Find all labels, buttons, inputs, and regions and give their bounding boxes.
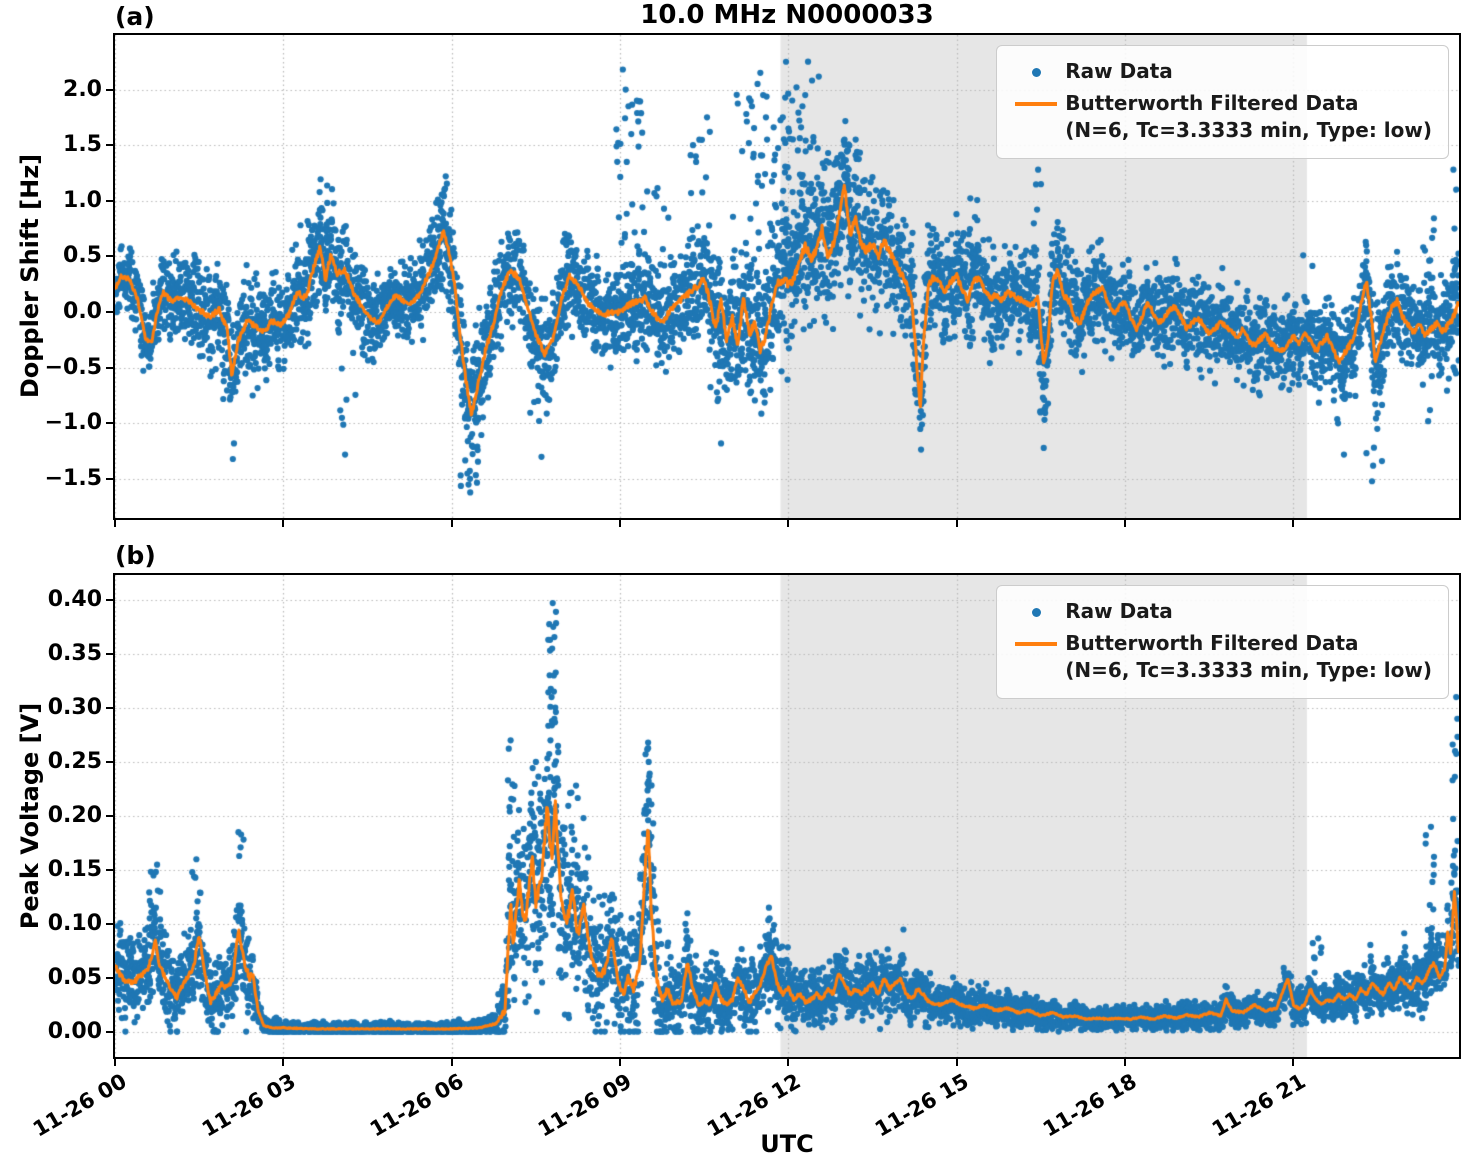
x-tick-mark xyxy=(955,1059,958,1066)
y-tick-mark xyxy=(106,598,113,601)
y-tick-label: 1.5 xyxy=(63,132,102,158)
legend-filtered-line1: Butterworth Filtered Data xyxy=(1065,631,1359,655)
raw-data-dot-icon xyxy=(1007,598,1065,626)
raw-data-dot-icon xyxy=(1007,58,1065,86)
y-tick-mark xyxy=(106,366,113,369)
y-tick-label: 0.40 xyxy=(47,586,102,612)
y-tick-label: 0.25 xyxy=(47,748,102,774)
legend-entry-filtered: Butterworth Filtered Data (N=6, Tc=3.333… xyxy=(1007,90,1432,144)
y-tick-mark xyxy=(106,478,113,481)
legend-filtered-line2: (N=6, Tc=3.3333 min, Type: low) xyxy=(1065,658,1432,682)
x-tick-mark xyxy=(1124,520,1127,527)
y-tick-mark xyxy=(106,144,113,147)
legend-entry-raw: Raw Data xyxy=(1007,58,1432,86)
x-tick-mark xyxy=(619,1059,622,1066)
panel-a-letter: (a) xyxy=(115,2,155,31)
x-tick-mark xyxy=(450,1059,453,1066)
y-tick-mark xyxy=(106,815,113,817)
legend-raw-label: Raw Data xyxy=(1065,599,1173,623)
x-tick-mark xyxy=(787,1059,790,1066)
x-axis-label: UTC xyxy=(760,1130,814,1158)
y-tick-label: 0.00 xyxy=(47,1019,102,1045)
legend-panel-a: Raw Data Butterworth Filtered Data (N=6,… xyxy=(996,45,1449,159)
x-tick-mark xyxy=(282,520,285,527)
y-tick-mark xyxy=(106,760,113,763)
y-tick-label: −0.5 xyxy=(44,354,102,380)
legend-filtered-label: Butterworth Filtered Data (N=6, Tc=3.333… xyxy=(1065,630,1432,684)
x-tick-mark xyxy=(1124,1059,1127,1066)
page-title: 10.0 MHz N0000033 xyxy=(640,0,934,30)
x-tick-mark xyxy=(1292,1059,1295,1066)
x-tick-mark xyxy=(955,520,958,527)
legend-panel-b: Raw Data Butterworth Filtered Data (N=6,… xyxy=(996,585,1449,699)
x-tick-mark xyxy=(1292,520,1295,527)
y-tick-label: 0.20 xyxy=(47,803,102,828)
panel-b-letter: (b) xyxy=(115,541,156,570)
legend-filtered-line2: (N=6, Tc=3.3333 min, Type: low) xyxy=(1065,118,1432,142)
y-tick-mark xyxy=(106,422,113,425)
y-tick-mark xyxy=(106,255,113,258)
y-tick-mark xyxy=(106,1031,113,1034)
y-tick-label: 0.05 xyxy=(47,965,102,991)
legend-filtered-line1: Butterworth Filtered Data xyxy=(1065,91,1359,115)
x-tick-mark xyxy=(114,1059,116,1066)
x-tick-mark xyxy=(282,1059,285,1066)
y-tick-label: 2.0 xyxy=(63,76,102,102)
y-tick-mark xyxy=(106,706,113,709)
y-tick-label: 0.15 xyxy=(47,857,102,883)
y-tick-mark xyxy=(106,652,113,655)
filtered-line-icon xyxy=(1007,90,1065,118)
y-tick-mark xyxy=(106,199,113,202)
y-tick-mark xyxy=(106,923,113,926)
y-tick-mark xyxy=(106,869,113,872)
y-tick-label: 0.5 xyxy=(63,243,102,269)
y-tick-mark xyxy=(106,977,113,980)
x-tick-mark xyxy=(619,520,622,527)
y-tick-label: 0.30 xyxy=(47,694,102,720)
legend-entry-filtered: Butterworth Filtered Data (N=6, Tc=3.333… xyxy=(1007,630,1432,684)
x-tick-mark xyxy=(450,520,453,527)
y-tick-mark xyxy=(106,311,113,314)
filtered-line-icon xyxy=(1007,630,1065,658)
legend-entry-raw: Raw Data xyxy=(1007,598,1432,626)
y-tick-label: 0.10 xyxy=(47,911,102,937)
y-tick-label: −1.5 xyxy=(44,466,102,492)
y-tick-label: 0.0 xyxy=(63,299,102,325)
y-tick-label: −1.0 xyxy=(44,410,102,436)
y-tick-label: 1.0 xyxy=(63,187,102,213)
x-tick-mark xyxy=(114,520,116,527)
x-tick-mark xyxy=(787,520,790,527)
legend-raw-label: Raw Data xyxy=(1065,59,1173,83)
y-tick-mark xyxy=(106,88,113,91)
y-tick-label: 0.35 xyxy=(47,640,102,666)
legend-filtered-label: Butterworth Filtered Data (N=6, Tc=3.333… xyxy=(1065,90,1432,144)
